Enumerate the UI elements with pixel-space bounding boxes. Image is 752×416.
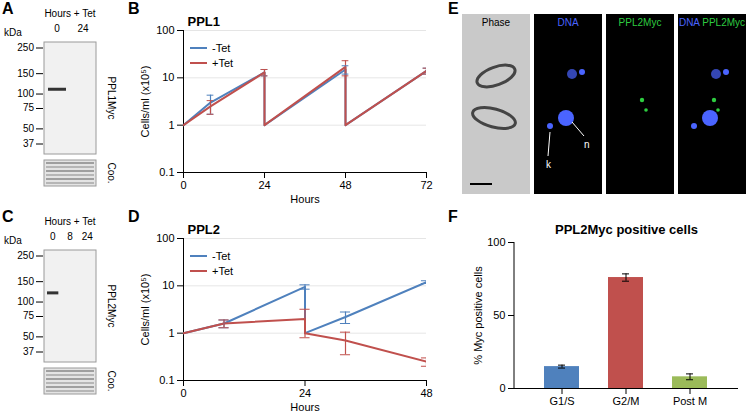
svg-text:Coo.: Coo. bbox=[106, 370, 117, 391]
svg-text:24: 24 bbox=[299, 387, 311, 399]
svg-text:48: 48 bbox=[339, 179, 351, 191]
html-text:+Tet: +Tet bbox=[212, 264, 234, 277]
svg-text:Cells/ml (x10⁵): Cells/ml (x10⁵) bbox=[139, 274, 151, 346]
svg-text:PPL2Myc: PPL2Myc bbox=[106, 285, 117, 328]
svg-text:37: 37 bbox=[23, 346, 35, 357]
svg-text:0: 0 bbox=[499, 382, 505, 394]
svg-text:100: 100 bbox=[156, 24, 174, 36]
svg-text:PPL1: PPL1 bbox=[188, 14, 221, 29]
svg-text:50: 50 bbox=[23, 123, 35, 134]
svg-text:PPL1Myc: PPL1Myc bbox=[106, 77, 117, 120]
svg-text:Coo.: Coo. bbox=[106, 162, 117, 183]
svg-text:0.1: 0.1 bbox=[159, 374, 174, 386]
svg-text:1: 1 bbox=[168, 119, 174, 131]
svg-text:PPL2Myc: PPL2Myc bbox=[619, 17, 662, 28]
svg-text:n: n bbox=[584, 139, 590, 150]
svg-text:72: 72 bbox=[420, 179, 432, 191]
svg-text:kDa: kDa bbox=[4, 235, 22, 246]
svg-text:150: 150 bbox=[17, 276, 34, 287]
svg-text:24: 24 bbox=[82, 231, 94, 242]
svg-text:48: 48 bbox=[420, 387, 432, 399]
svg-text:100: 100 bbox=[17, 296, 34, 307]
svg-text:0: 0 bbox=[54, 23, 60, 34]
svg-text:Hours: Hours bbox=[290, 401, 320, 413]
svg-text:50: 50 bbox=[23, 331, 35, 342]
svg-text:250: 250 bbox=[17, 250, 34, 261]
svg-text:75: 75 bbox=[23, 310, 35, 321]
html-text:F: F bbox=[448, 208, 458, 225]
svg-text:1: 1 bbox=[168, 327, 174, 339]
svg-text:Post M: Post M bbox=[673, 395, 707, 407]
svg-text:Hours: Hours bbox=[290, 193, 320, 205]
svg-text:Phase: Phase bbox=[482, 17, 511, 28]
svg-text:DNA: DNA bbox=[557, 17, 578, 28]
html-text:B: B bbox=[128, 0, 140, 17]
svg-text:PPL2Myc positive cells: PPL2Myc positive cells bbox=[555, 222, 698, 237]
html-text:A: A bbox=[2, 0, 14, 17]
html-text:D: D bbox=[128, 208, 140, 225]
svg-text:% Myc positive cells: % Myc positive cells bbox=[472, 266, 484, 365]
svg-text:Hours + Tet: Hours + Tet bbox=[44, 216, 95, 227]
svg-text:0: 0 bbox=[180, 179, 186, 191]
svg-text:75: 75 bbox=[23, 102, 35, 113]
svg-text:50: 50 bbox=[493, 309, 505, 321]
svg-text:Hours + Tet: Hours + Tet bbox=[44, 8, 95, 19]
svg-text:k: k bbox=[546, 159, 552, 170]
svg-text:10: 10 bbox=[162, 279, 174, 291]
svg-text:24: 24 bbox=[77, 23, 89, 34]
svg-text:0: 0 bbox=[50, 231, 56, 242]
html-text:+Tet: +Tet bbox=[212, 56, 234, 69]
svg-text:100: 100 bbox=[487, 236, 505, 248]
html-text:-Tet: -Tet bbox=[212, 41, 231, 54]
svg-text:37: 37 bbox=[23, 138, 35, 149]
html-text:E: E bbox=[448, 0, 459, 17]
html-text:-Tet: -Tet bbox=[212, 249, 231, 262]
svg-text:DNA PPL2Myc: DNA PPL2Myc bbox=[679, 17, 745, 28]
svg-text:100: 100 bbox=[17, 88, 34, 99]
svg-text:kDa: kDa bbox=[4, 27, 22, 38]
svg-text:150: 150 bbox=[17, 68, 34, 79]
svg-text:250: 250 bbox=[17, 42, 34, 53]
svg-text:100: 100 bbox=[156, 232, 174, 244]
svg-text:Cells/ml (x10⁵): Cells/ml (x10⁵) bbox=[139, 66, 151, 138]
svg-text:10: 10 bbox=[162, 71, 174, 83]
svg-text:8: 8 bbox=[67, 231, 73, 242]
svg-text:G1/S: G1/S bbox=[549, 395, 574, 407]
html-text:C: C bbox=[2, 208, 14, 225]
svg-text:PPL2: PPL2 bbox=[188, 222, 221, 237]
svg-text:G2/M: G2/M bbox=[613, 395, 640, 407]
svg-text:0.1: 0.1 bbox=[159, 166, 174, 178]
svg-text:24: 24 bbox=[258, 179, 270, 191]
svg-text:0: 0 bbox=[180, 387, 186, 399]
